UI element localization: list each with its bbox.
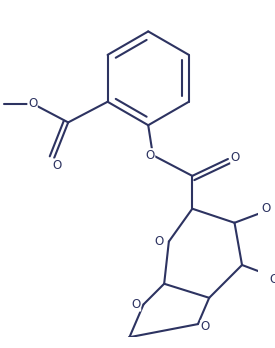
Text: O: O	[131, 298, 141, 311]
Text: O: O	[231, 151, 240, 164]
Text: O: O	[262, 202, 271, 215]
Text: O: O	[269, 272, 275, 286]
Text: O: O	[145, 149, 155, 162]
Text: O: O	[155, 235, 164, 248]
Text: O: O	[28, 97, 37, 110]
Text: O: O	[52, 159, 62, 172]
Text: O: O	[201, 321, 210, 333]
